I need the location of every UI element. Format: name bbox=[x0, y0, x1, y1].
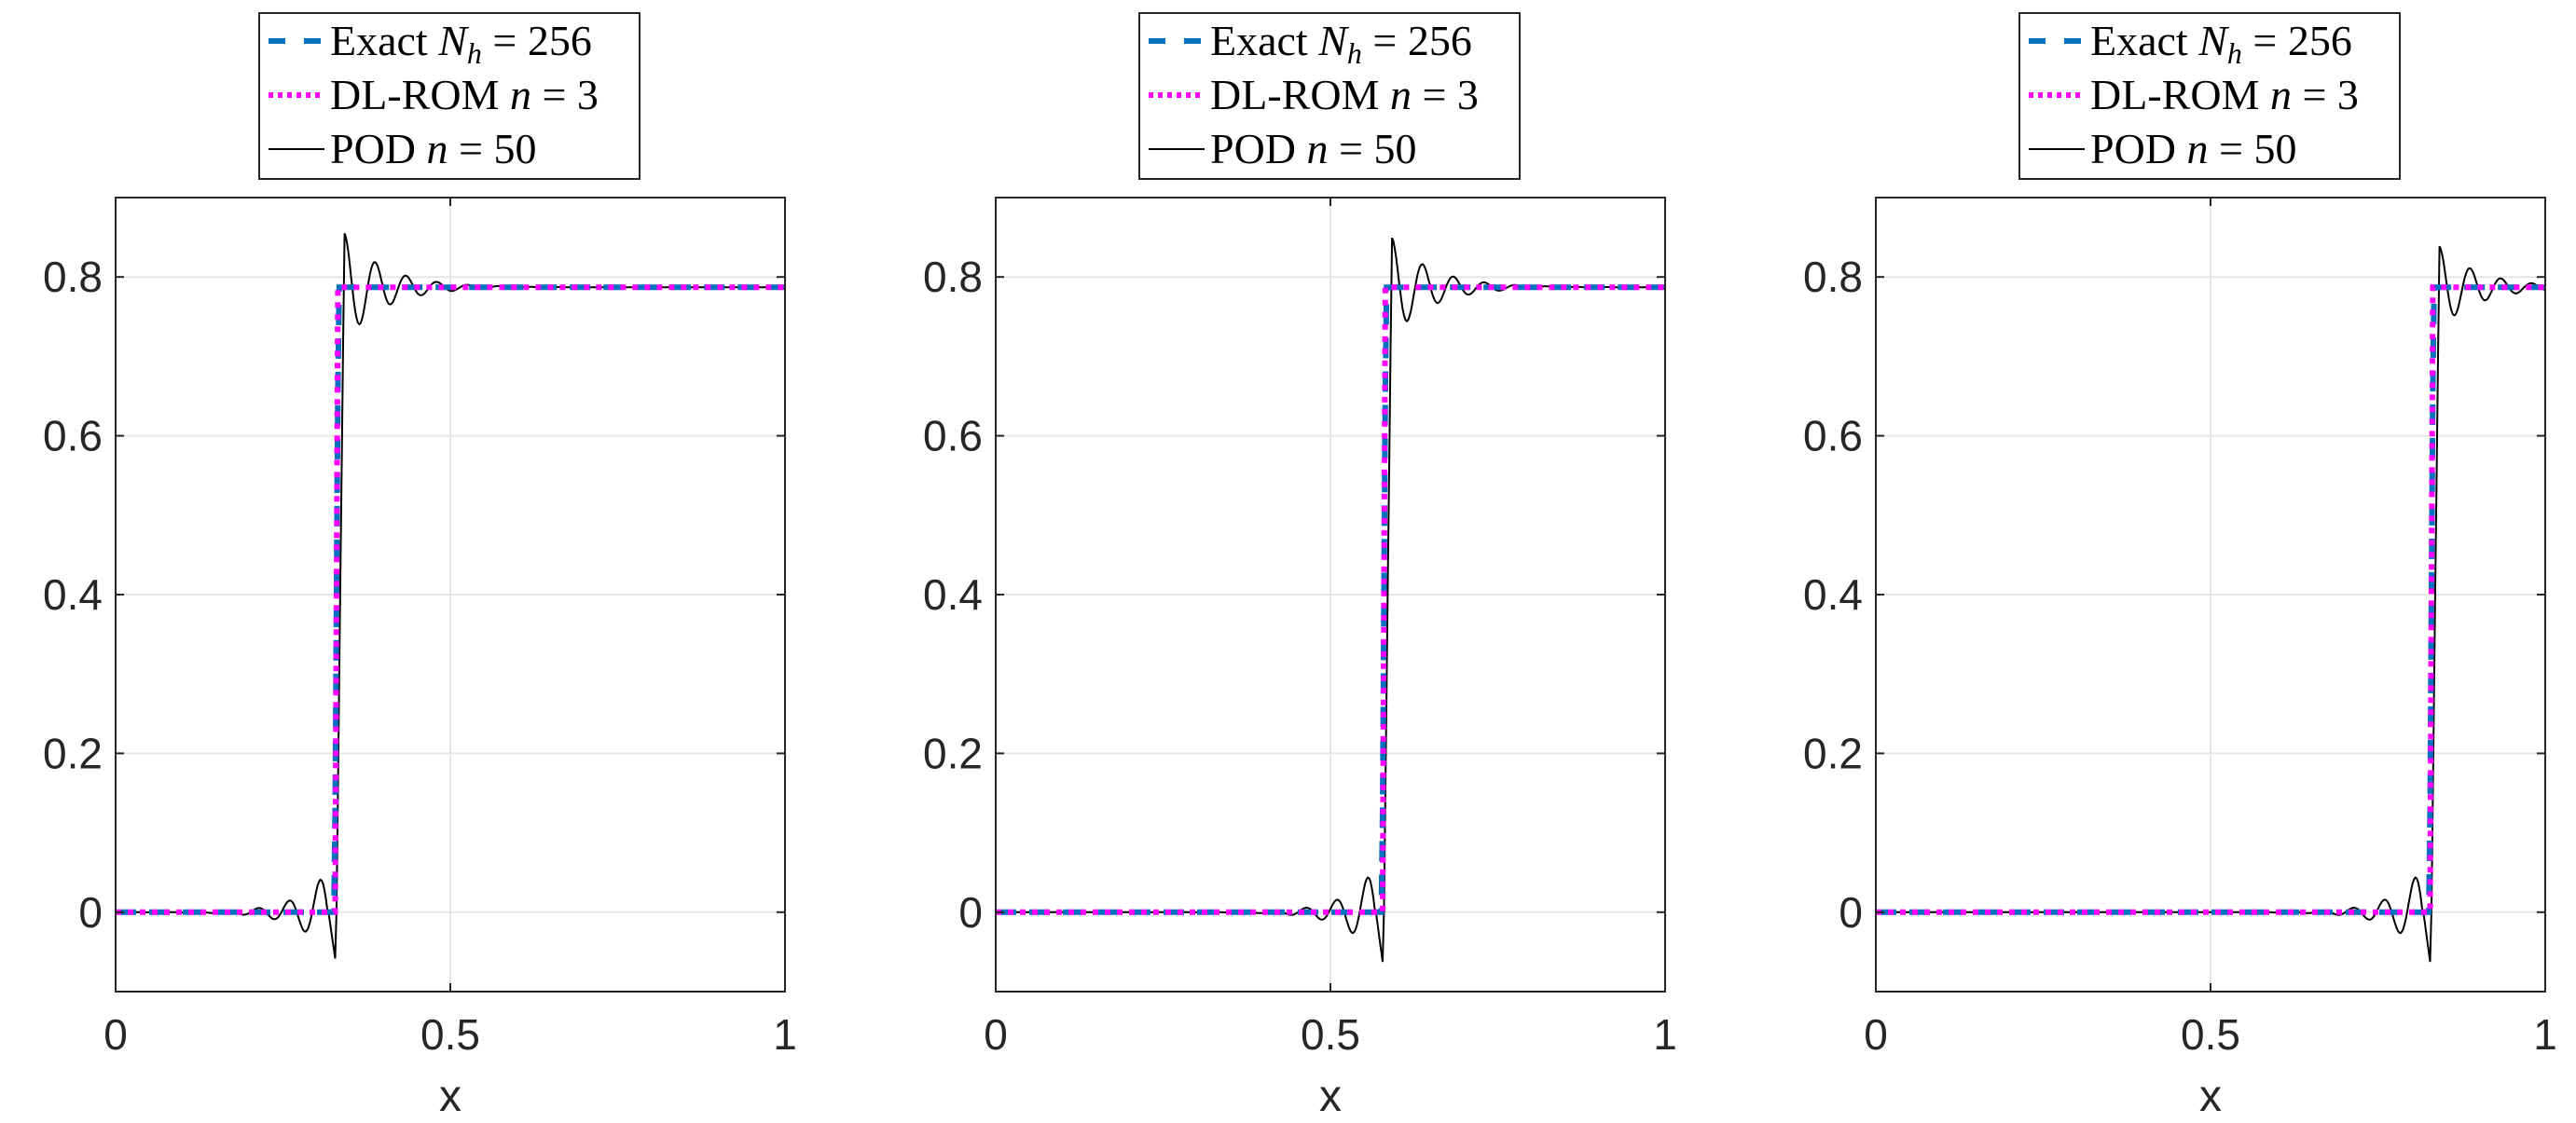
y-tick-label: 0.2 bbox=[923, 729, 983, 777]
legend-box bbox=[1138, 12, 1521, 180]
legend-entry-3: POD n = 50 bbox=[330, 125, 536, 172]
y-tick-label: 0.2 bbox=[1803, 729, 1863, 777]
x-axis-label: x bbox=[1319, 1072, 1342, 1121]
x-tick-label: 0 bbox=[984, 1010, 1008, 1059]
legend-box bbox=[2018, 12, 2401, 180]
x-tick-label: 1 bbox=[1653, 1010, 1677, 1059]
chart-panel-3: 0 0.5 1 0 0.2 0.4 0.6 0.8 x Exact Nh = 256DL-ROM … bbox=[1803, 12, 2557, 1121]
x-tick-label: 1 bbox=[773, 1010, 797, 1059]
x-tick-label: 1 bbox=[2533, 1010, 2557, 1059]
series-line-dlrom bbox=[1876, 284, 2545, 915]
y-tick-label: 0 bbox=[1839, 888, 1863, 937]
y-tick-label: 0.6 bbox=[1803, 412, 1863, 460]
chart-panel-2: 0 0.5 1 0 0.2 0.4 0.6 0.8 x Exact Nh = 256DL-ROM … bbox=[923, 12, 1677, 1121]
legend-entry-2: DL-ROM n = 3 bbox=[2090, 71, 2359, 118]
legend-box bbox=[258, 12, 641, 180]
y-tick-label: 0.8 bbox=[923, 253, 983, 301]
y-tick-label: 0.8 bbox=[1803, 253, 1863, 301]
legend-entry-3: POD n = 50 bbox=[2090, 125, 2296, 172]
y-tick-label: 0 bbox=[958, 888, 983, 937]
x-tick-label: 0 bbox=[1864, 1010, 1888, 1059]
legend-entry-1: Exact Nh = 256 bbox=[330, 17, 592, 70]
legend-entry-1: Exact Nh = 256 bbox=[2090, 17, 2352, 70]
series-line-dlrom bbox=[116, 284, 785, 915]
y-tick-label: 0.6 bbox=[43, 412, 103, 460]
x-tick-label: 0 bbox=[103, 1010, 128, 1059]
legend-entry-2: DL-ROM n = 3 bbox=[330, 71, 599, 118]
y-tick-label: 0.8 bbox=[43, 253, 103, 301]
y-tick-label: 0.6 bbox=[923, 412, 983, 460]
legend-entry-1: Exact Nh = 256 bbox=[1210, 17, 1472, 70]
legend-entry-2: DL-ROM n = 3 bbox=[1210, 71, 1479, 118]
x-axis-label: x bbox=[439, 1072, 461, 1121]
legend-entry-3: POD n = 50 bbox=[1210, 125, 1416, 172]
x-tick-label: 0.5 bbox=[1301, 1010, 1360, 1059]
chart-panel-1: 0 0.5 1 0 0.2 0.4 0.6 0.8 x Exact Nh = 256DL-ROM … bbox=[43, 12, 797, 1121]
y-tick-label: 0.4 bbox=[923, 570, 983, 619]
x-tick-label: 0.5 bbox=[420, 1010, 480, 1059]
x-axis-label: x bbox=[2199, 1072, 2222, 1121]
series-line-dlrom bbox=[996, 284, 1665, 915]
y-tick-label: 0.4 bbox=[43, 570, 103, 619]
y-tick-label: 0.2 bbox=[43, 729, 103, 777]
y-tick-label: 0.4 bbox=[1803, 570, 1863, 619]
y-tick-label: 0 bbox=[78, 888, 103, 937]
x-tick-label: 0.5 bbox=[2181, 1010, 2240, 1059]
